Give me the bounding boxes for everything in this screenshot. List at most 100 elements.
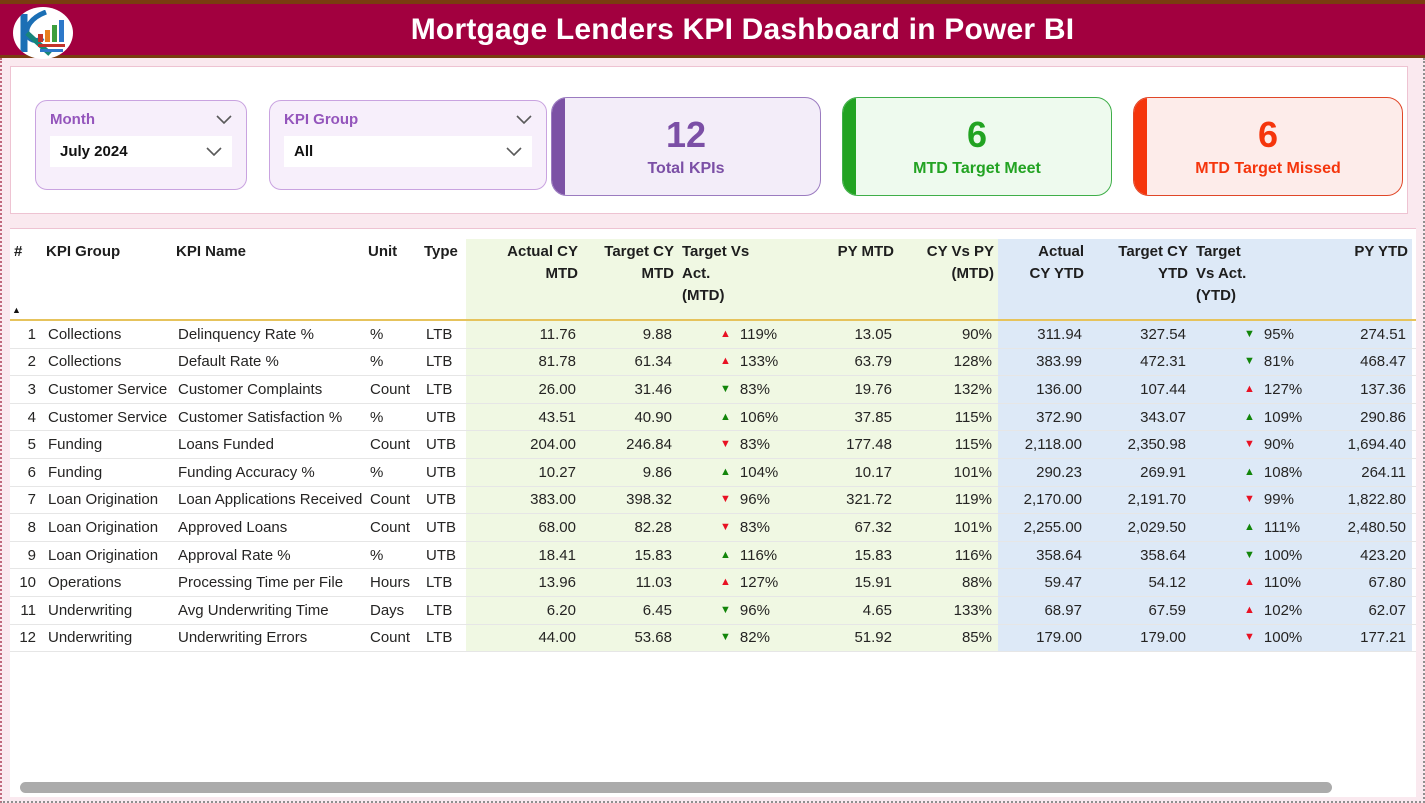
cell-target-cy-mtd: 246.84 — [582, 431, 678, 458]
cell-actual-cy-ytd: 358.64 — [998, 541, 1088, 569]
month-dropdown[interactable]: July 2024 — [50, 136, 232, 167]
cell-actual-cy-ytd: 2,118.00 — [998, 431, 1088, 458]
table-row[interactable]: 5 Funding Loans Funded Count UTB 204.00 246.84… — [10, 431, 1416, 459]
table-header-divider — [10, 319, 1416, 321]
table-row[interactable]: 12 Underwriting Underwriting Errors Count LT… — [10, 624, 1416, 653]
table-row[interactable]: 7 Loan Origination Loan Applications Recei… — [10, 486, 1416, 515]
cell-idx: 4 — [27, 408, 36, 426]
cell-actual-cy-mtd: 13.96 — [466, 569, 582, 596]
cell-tva-ytd: ▼ 100% — [1192, 624, 1314, 652]
column-header-type[interactable]: Type — [424, 243, 458, 260]
cell-idx: 1 — [27, 325, 36, 343]
cell-kpi-name: Customer Satisfaction % — [178, 408, 343, 426]
cell-cy-vs-py-mtd: 115% — [898, 403, 998, 431]
column-header-unit[interactable]: Unit — [368, 243, 398, 260]
cell-tva-mtd: ▼ 83% — [678, 376, 800, 403]
column-header-idx[interactable]: # ▲ — [10, 239, 42, 319]
cell-actual-cy-mtd: 11.76 — [466, 321, 582, 348]
total-kpis-value: 12 — [665, 113, 707, 155]
chevron-down-icon[interactable] — [516, 115, 532, 124]
cell-kpi-group: Loan Origination — [48, 491, 159, 509]
mtd-target-missed-card[interactable]: 6 MTD Target Missed — [1133, 97, 1403, 196]
column-header-kpi-group[interactable]: KPI Group — [46, 243, 121, 260]
table-row[interactable]: 3 Customer Service Customer Complaints Coun… — [10, 376, 1416, 404]
cell-py-mtd: 51.92 — [800, 624, 898, 652]
cell-target-cy-mtd: 9.86 — [582, 458, 678, 486]
column-header-actual-cy-ytd[interactable]: Actual CY YTD — [998, 239, 1088, 319]
cell-kpi-group: Operations — [48, 574, 122, 592]
table-row[interactable]: 4 Customer Service Customer Satisfaction %… — [10, 403, 1416, 432]
cell-target-cy-mtd: 9.88 — [582, 321, 678, 348]
column-header-target-cy-mtd[interactable]: Target CY MTD — [582, 239, 678, 319]
kpi-arrow-up-icon: ▲ — [720, 576, 731, 589]
cell-idx: 12 — [19, 629, 36, 647]
column-header-cy-vs-py-mtd[interactable]: CY Vs PY (MTD) — [898, 239, 998, 319]
cell-target-cy-mtd: 31.46 — [582, 376, 678, 403]
cell-unit: Count — [370, 518, 411, 536]
column-header-actual-cy-mtd[interactable]: Actual CY MTD — [466, 239, 582, 319]
kpi-arrow-up-icon: ▲ — [1244, 603, 1255, 616]
company-logo-icon — [13, 7, 73, 59]
cell-actual-cy-ytd: 68.97 — [998, 596, 1088, 624]
cell-actual-cy-mtd: 68.00 — [466, 514, 582, 541]
month-slicer-label: Month — [50, 111, 95, 128]
cell-tva-mtd: ▲ 106% — [678, 403, 800, 431]
cell-unit: % — [370, 463, 384, 481]
table-row[interactable]: 1 Collections Delinquency Rate %% LTB 11.76 9… — [10, 321, 1416, 349]
chevron-down-icon[interactable] — [216, 115, 232, 124]
cell-py-mtd: 13.05 — [800, 321, 898, 348]
table-row[interactable]: 11 Underwriting Avg Underwriting Time Days L… — [10, 596, 1416, 625]
column-header-target-cy-ytd[interactable]: Target CY YTD — [1088, 239, 1192, 319]
cell-tva-ytd: ▲ 109% — [1192, 403, 1314, 431]
cell-unit: Count — [370, 380, 411, 398]
total-kpis-card[interactable]: 12 Total KPIs — [551, 97, 821, 196]
cell-actual-cy-mtd: 44.00 — [466, 624, 582, 652]
table-header-row: # ▲ KPI Group KPI Name Unit Type Actual CY MTD T… — [10, 229, 1416, 319]
cell-py-ytd: 137.36 — [1314, 376, 1412, 403]
column-header-py-mtd[interactable]: PY MTD — [800, 239, 898, 319]
sort-ascending-icon[interactable]: ▲ — [12, 304, 21, 315]
cell-idx: 10 — [19, 574, 36, 592]
column-header-tva-ytd[interactable]: Target Vs Act. (YTD) — [1192, 239, 1314, 319]
cell-actual-cy-ytd: 136.00 — [998, 376, 1088, 403]
cell-kpi-name: Approved Loans — [178, 518, 288, 536]
cell-tva-ytd: ▼ 99% — [1192, 486, 1314, 514]
cell-tva-mtd: ▼ 96% — [678, 486, 800, 514]
horizontal-scrollbar[interactable] — [20, 782, 1332, 793]
column-header-tva-mtd[interactable]: Target Vs Act. (MTD) — [678, 239, 800, 319]
card-accent-bar — [1134, 98, 1147, 195]
table-row[interactable]: 8 Loan Origination Approved Loans Count UTB 6… — [10, 514, 1416, 542]
cell-target-cy-ytd: 67.59 — [1088, 596, 1192, 624]
cell-cy-vs-py-mtd: 85% — [898, 624, 998, 652]
mtd-target-meet-card[interactable]: 6 MTD Target Meet — [842, 97, 1112, 196]
cell-kpi-group: Funding — [48, 436, 103, 454]
table-row[interactable]: 2 Collections Default Rate %% LTB 81.78 61.34… — [10, 348, 1416, 377]
cell-actual-cy-ytd: 59.47 — [998, 569, 1088, 596]
cell-type: UTB — [426, 436, 456, 454]
cell-type: UTB — [426, 491, 456, 509]
column-header-py-ytd[interactable]: PY YTD — [1314, 239, 1412, 319]
cell-actual-cy-mtd: 383.00 — [466, 486, 582, 514]
cell-unit: Count — [370, 629, 411, 647]
cell-type: LTB — [426, 380, 453, 398]
filter-panel: Month July 2024 KPI Group All — [10, 66, 1408, 214]
kpi-group-dropdown[interactable]: All — [284, 136, 532, 167]
cell-kpi-group: Collections — [48, 325, 122, 343]
cell-cy-vs-py-mtd: 116% — [898, 541, 998, 569]
table-row[interactable]: 9 Loan Origination Approval Rate %% UTB 18.4… — [10, 541, 1416, 570]
kpi-arrow-up-icon: ▲ — [1244, 410, 1255, 423]
cell-actual-cy-mtd: 43.51 — [466, 403, 582, 431]
table-row[interactable]: 6 Funding Funding Accuracy %% UTB 10.27 9.86 ▲… — [10, 458, 1416, 487]
cell-target-cy-ytd: 2,029.50 — [1088, 514, 1192, 541]
cell-target-cy-mtd: 11.03 — [582, 569, 678, 596]
cell-target-cy-mtd: 40.90 — [582, 403, 678, 431]
kpi-arrow-down-icon: ▼ — [720, 631, 731, 644]
column-header-kpi-name[interactable]: KPI Name — [176, 243, 247, 260]
month-slicer: Month July 2024 — [35, 100, 247, 190]
cell-kpi-name: Loans Funded — [178, 436, 274, 454]
cell-unit: % — [370, 325, 384, 343]
cell-py-ytd: 2,480.50 — [1314, 514, 1412, 541]
table-row[interactable]: 10 Operations Processing Time per File Hour… — [10, 569, 1416, 597]
header-bar: Mortgage Lenders KPI Dashboard in Power … — [0, 0, 1425, 59]
cell-py-mtd: 67.32 — [800, 514, 898, 541]
